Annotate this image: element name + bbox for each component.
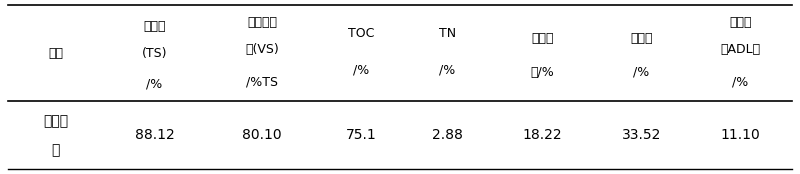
Text: 半纤维: 半纤维 (531, 32, 554, 45)
Text: /%: /% (439, 64, 455, 77)
Text: 2.88: 2.88 (432, 128, 463, 142)
Text: 木质素: 木质素 (729, 16, 751, 29)
Text: TOC: TOC (348, 27, 374, 40)
Text: 75.1: 75.1 (346, 128, 377, 142)
Text: (TS): (TS) (142, 47, 167, 60)
Text: 11.10: 11.10 (721, 128, 760, 142)
Text: （ADL）: （ADL） (720, 43, 760, 56)
Text: 总固体: 总固体 (143, 20, 166, 33)
Text: 纤维素: 纤维素 (630, 32, 653, 45)
Text: 挥发性固: 挥发性固 (247, 16, 277, 29)
Text: TN: TN (439, 27, 456, 40)
Text: 体(VS): 体(VS) (246, 43, 279, 56)
Text: /%: /% (353, 64, 370, 77)
Text: /%TS: /%TS (246, 75, 278, 88)
Text: 33.52: 33.52 (622, 128, 661, 142)
Text: 秆: 秆 (51, 143, 59, 157)
Text: 素/%: 素/% (530, 66, 554, 79)
Text: /%: /% (732, 75, 749, 88)
Text: 80.10: 80.10 (242, 128, 282, 142)
Text: 18.22: 18.22 (522, 128, 562, 142)
Text: 芦笋秸: 芦笋秸 (43, 114, 68, 128)
Text: /%: /% (146, 77, 162, 90)
Text: 88.12: 88.12 (134, 128, 174, 142)
Text: /%: /% (633, 66, 650, 79)
Text: 项目: 项目 (48, 47, 63, 60)
